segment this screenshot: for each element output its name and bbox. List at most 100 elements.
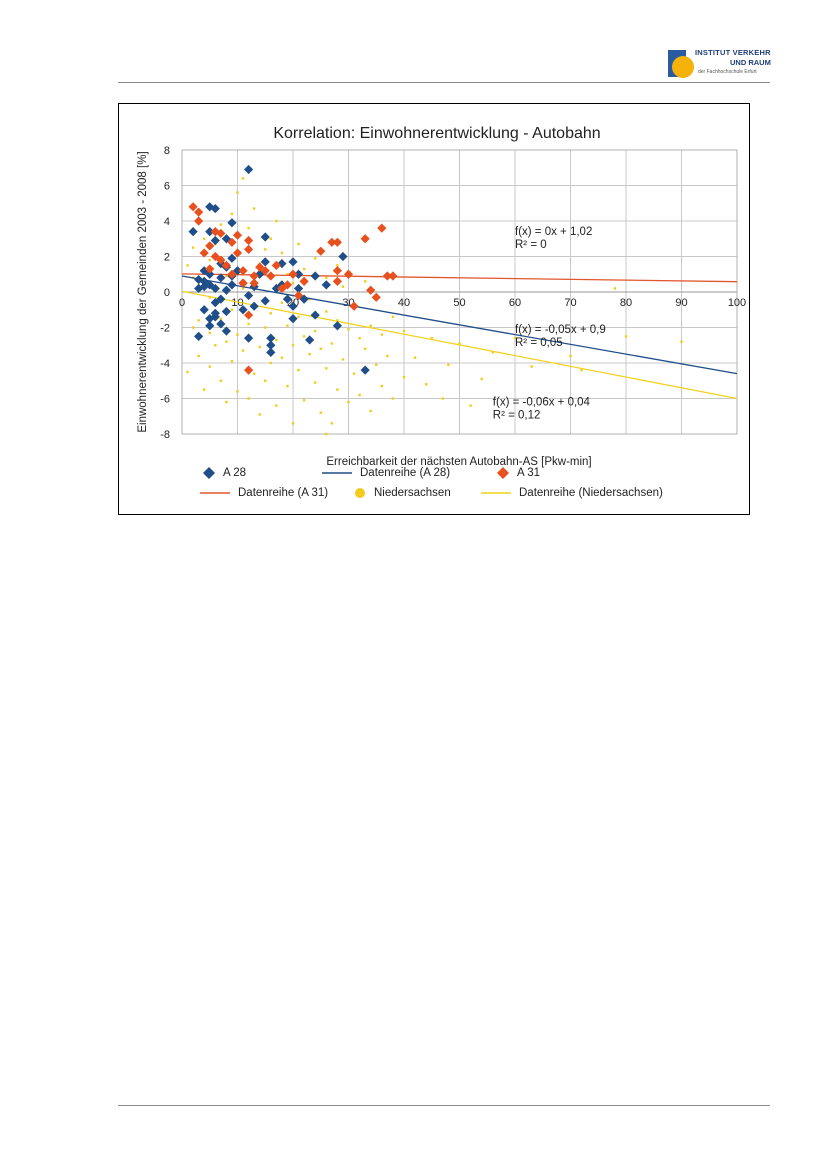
y-tick-label: 4 (164, 216, 170, 228)
niedersachsen-point (369, 409, 372, 413)
niedersachsen-point (225, 340, 228, 343)
niedersachsen-point (430, 336, 433, 340)
niedersachsen-point (269, 312, 272, 315)
niedersachsen-point (225, 274, 228, 278)
niedersachsen-point (291, 344, 295, 347)
niedersachsen-point (247, 226, 250, 230)
chart-frame: Korrelation: Einwohnerentwicklung - Auto… (118, 103, 750, 515)
a28-point (232, 266, 243, 276)
a28-point (293, 283, 304, 294)
line-icon (200, 492, 230, 494)
a31-point (271, 260, 281, 270)
a28-point (205, 227, 215, 237)
niedersachsen-point (347, 400, 350, 404)
tick-labels: -8-6-4-2024680102030405060708090100 (160, 145, 746, 441)
niedersachsen-point (269, 237, 272, 240)
a28-point (216, 319, 226, 329)
niedersachsen-point (286, 273, 289, 276)
a28-point (221, 326, 231, 336)
niedersachsen-point (319, 347, 322, 350)
diamond-icon (203, 467, 215, 479)
a28-point (210, 203, 220, 214)
y-axis-label: Einwohnerentwicklung der Gemeinden 2003 … (137, 151, 149, 432)
legend-label-a28: A 28 (223, 467, 247, 479)
niedersachsen-point (203, 237, 206, 240)
niedersachsen-point (330, 422, 334, 425)
equation-niedersachsen: f(x) = -0,06x + 0,04 (493, 397, 591, 409)
a31-point (194, 216, 204, 226)
niedersachsen-point (264, 379, 267, 382)
niedersachsen-point (336, 264, 339, 267)
a31-point (194, 207, 204, 217)
a31-point (293, 290, 304, 301)
a28-point (321, 280, 331, 290)
line-icon (481, 492, 511, 494)
niedersachsen-point (247, 397, 250, 400)
niedersachsen-point (286, 384, 289, 388)
logo-line-3: der Fachhochschule Erfurt (698, 69, 757, 75)
niedersachsen-point (197, 354, 200, 358)
a28-point (210, 308, 220, 318)
niedersachsen-point (341, 285, 345, 288)
niedersachsen-point (302, 335, 306, 338)
a31-point (199, 248, 209, 258)
niedersachsen-point (413, 356, 417, 359)
legend-item-datenreihe-a31: Datenreihe (A 31) (200, 487, 328, 499)
niedersachsen-point (280, 356, 284, 359)
niedersachsen-point (186, 370, 189, 374)
niedersachsen-point (363, 347, 367, 350)
niedersachsen-point (297, 315, 300, 319)
a28-point (360, 365, 370, 375)
x-tick-label: 50 (453, 297, 465, 309)
legend-item-niedersachsen: Niedersachsen (354, 487, 451, 499)
niedersachsen-point (275, 338, 278, 342)
series-a28 (188, 164, 370, 375)
x-tick-label: 80 (620, 297, 632, 309)
a28-point (210, 235, 220, 246)
niedersachsen-point (386, 354, 389, 358)
logo-line-2: UND RAUM (730, 58, 771, 67)
a28-point (244, 290, 254, 301)
niedersachsen-point (402, 376, 406, 379)
a31-point (332, 266, 342, 276)
x-tick-label: 70 (564, 297, 576, 309)
niedersachsen-point (275, 219, 278, 223)
niedersachsen-point (241, 177, 245, 180)
niedersachsen-point (197, 319, 200, 322)
niedersachsen-point (369, 324, 372, 327)
logo-sun-icon (672, 56, 694, 78)
niedersachsen-point (330, 342, 334, 345)
niedersachsen-point (219, 317, 223, 320)
niedersachsen-point (208, 258, 211, 262)
chart-legend: A 28 Datenreihe (A 28) A 31 Datenreihe (… (0, 467, 750, 507)
niedersachsen-point (358, 336, 361, 340)
equation-a31-r2: R² = 0 (515, 239, 547, 251)
a31-point (349, 301, 359, 311)
y-tick-label: 2 (164, 252, 170, 264)
a28-point (205, 314, 215, 324)
a28-point (205, 280, 215, 290)
niedersachsen-point (491, 351, 494, 354)
a31-point (371, 292, 381, 302)
legend-item-datenreihe-niedersachsen: Datenreihe (Niedersachsen) (481, 487, 663, 499)
niedersachsen-point (230, 308, 234, 311)
niedersachsen-point (236, 390, 239, 393)
niedersachsen-point (314, 257, 317, 260)
logo-line-1: INSTITUT VERKEHR (695, 48, 771, 57)
niedersachsen-point (191, 246, 195, 249)
niedersachsen-point (402, 329, 406, 333)
niedersachsen-point (341, 358, 345, 361)
a31-point (360, 234, 370, 244)
a31-point (205, 241, 215, 251)
niedersachsen-point (347, 328, 350, 331)
niedersachsen-point (236, 191, 239, 194)
niedersachsen-point (219, 379, 223, 382)
a31-point (244, 310, 254, 320)
a31-point (382, 271, 392, 281)
a28-point (266, 340, 276, 350)
a28-point (260, 257, 270, 267)
niedersachsen-point (291, 422, 295, 425)
niedersachsen-point (291, 281, 295, 285)
niedersachsen-point (358, 393, 361, 397)
